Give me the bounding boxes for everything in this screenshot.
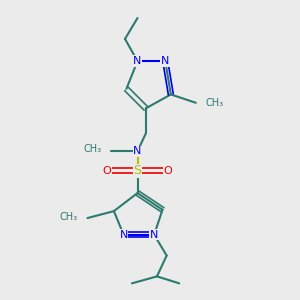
Text: S: S — [134, 164, 142, 177]
Text: CH₃: CH₃ — [206, 98, 224, 108]
Text: N: N — [119, 230, 128, 240]
Text: N: N — [133, 56, 142, 66]
Text: O: O — [103, 166, 111, 176]
Text: CH₃: CH₃ — [60, 212, 78, 222]
Text: CH₃: CH₃ — [83, 144, 101, 154]
Text: N: N — [150, 230, 158, 240]
Text: N: N — [161, 56, 170, 66]
Text: O: O — [164, 166, 172, 176]
Text: N: N — [133, 146, 142, 156]
